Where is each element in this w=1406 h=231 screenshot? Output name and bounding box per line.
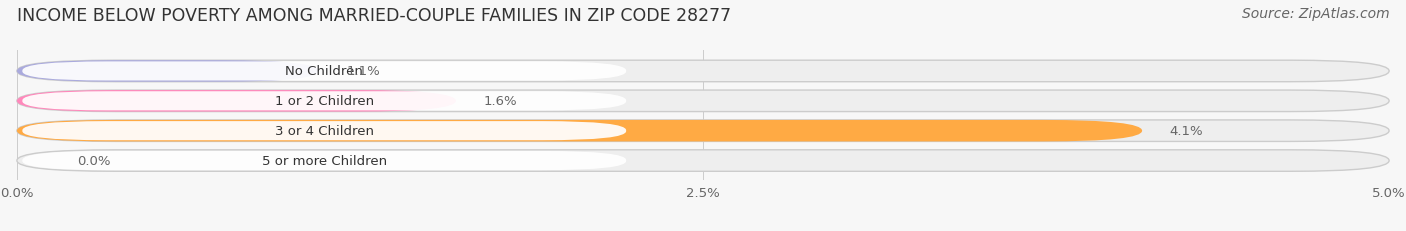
Text: 4.1%: 4.1% bbox=[1170, 125, 1204, 138]
Text: 1.1%: 1.1% bbox=[346, 65, 380, 78]
FancyBboxPatch shape bbox=[17, 61, 319, 82]
FancyBboxPatch shape bbox=[17, 61, 1389, 82]
FancyBboxPatch shape bbox=[17, 120, 1389, 142]
Text: 1.6%: 1.6% bbox=[484, 95, 517, 108]
Text: Source: ZipAtlas.com: Source: ZipAtlas.com bbox=[1241, 7, 1389, 21]
Text: INCOME BELOW POVERTY AMONG MARRIED-COUPLE FAMILIES IN ZIP CODE 28277: INCOME BELOW POVERTY AMONG MARRIED-COUPL… bbox=[17, 7, 731, 25]
FancyBboxPatch shape bbox=[22, 151, 626, 170]
Text: No Children: No Children bbox=[285, 65, 363, 78]
FancyBboxPatch shape bbox=[17, 150, 1389, 172]
FancyBboxPatch shape bbox=[22, 62, 626, 81]
Text: 5 or more Children: 5 or more Children bbox=[262, 154, 387, 167]
Text: 0.0%: 0.0% bbox=[77, 154, 111, 167]
FancyBboxPatch shape bbox=[22, 92, 626, 111]
Text: 3 or 4 Children: 3 or 4 Children bbox=[274, 125, 374, 138]
Text: 1 or 2 Children: 1 or 2 Children bbox=[274, 95, 374, 108]
FancyBboxPatch shape bbox=[17, 120, 1142, 142]
FancyBboxPatch shape bbox=[17, 91, 456, 112]
FancyBboxPatch shape bbox=[22, 122, 626, 141]
FancyBboxPatch shape bbox=[17, 91, 1389, 112]
